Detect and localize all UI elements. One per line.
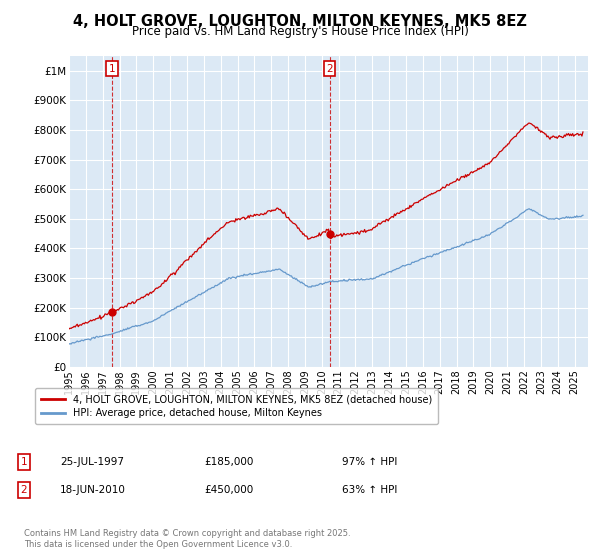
Text: £185,000: £185,000	[204, 457, 253, 467]
Text: 97% ↑ HPI: 97% ↑ HPI	[342, 457, 397, 467]
Text: 1: 1	[20, 457, 28, 467]
Text: 18-JUN-2010: 18-JUN-2010	[60, 485, 126, 495]
Text: £450,000: £450,000	[204, 485, 253, 495]
Legend: 4, HOLT GROVE, LOUGHTON, MILTON KEYNES, MK5 8EZ (detached house), HPI: Average p: 4, HOLT GROVE, LOUGHTON, MILTON KEYNES, …	[35, 389, 438, 424]
Text: Contains HM Land Registry data © Crown copyright and database right 2025.
This d: Contains HM Land Registry data © Crown c…	[24, 529, 350, 549]
Text: 1: 1	[109, 64, 116, 74]
Text: 2: 2	[20, 485, 28, 495]
Text: 63% ↑ HPI: 63% ↑ HPI	[342, 485, 397, 495]
Text: 25-JUL-1997: 25-JUL-1997	[60, 457, 124, 467]
Text: Price paid vs. HM Land Registry's House Price Index (HPI): Price paid vs. HM Land Registry's House …	[131, 25, 469, 38]
Text: 2: 2	[326, 64, 333, 74]
Text: 4, HOLT GROVE, LOUGHTON, MILTON KEYNES, MK5 8EZ: 4, HOLT GROVE, LOUGHTON, MILTON KEYNES, …	[73, 14, 527, 29]
